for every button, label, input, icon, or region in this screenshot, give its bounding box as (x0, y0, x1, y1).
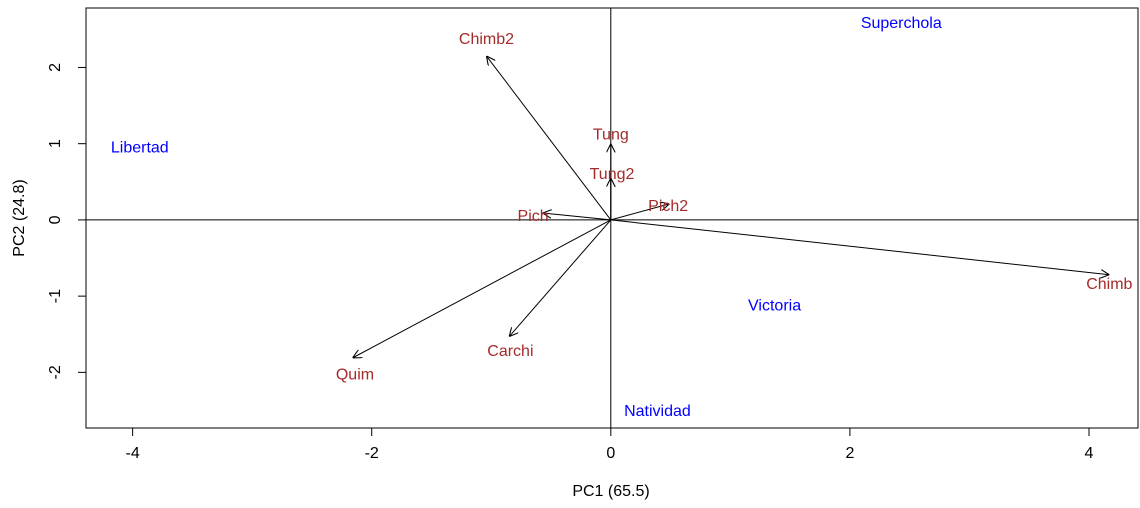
variable-label: Pich2 (648, 198, 688, 215)
variable-label: Tung2 (590, 166, 635, 183)
y-axis-label: PC2 (24.8) (11, 179, 28, 256)
y-tick-label: -2 (47, 365, 64, 379)
variable-label: Carchi (487, 343, 533, 360)
loading-arrow (509, 219, 612, 337)
variable-label: Chimb2 (459, 31, 514, 48)
y-tick-label: 0 (47, 215, 64, 224)
variable-label: Quim (336, 367, 374, 384)
variable-label: Pich (518, 208, 549, 225)
variable-label: Chimb (1086, 276, 1132, 293)
observation-label: Natividad (624, 403, 691, 420)
loading-arrow (610, 219, 1110, 275)
variable-label: Tung (593, 127, 629, 144)
observation-label: Libertad (111, 139, 169, 156)
x-tick-label: 4 (1085, 445, 1094, 462)
x-axis-label: PC1 (65.5) (572, 483, 649, 500)
loading-arrow (353, 219, 612, 358)
loading-arrow (486, 56, 612, 221)
x-tick-label: 0 (606, 445, 615, 462)
plot-frame (85, 7, 1139, 429)
observation-label: Victoria (748, 297, 801, 314)
y-tick-label: 2 (47, 63, 64, 72)
loading-arrow (543, 213, 611, 221)
x-tick-label: -4 (126, 445, 140, 462)
x-tick-label: 2 (845, 445, 854, 462)
x-tick-label: -2 (365, 445, 379, 462)
loading-arrow (610, 204, 670, 221)
y-tick-label: 1 (47, 139, 64, 148)
observation-label: Superchola (861, 15, 942, 32)
y-tick-label: -1 (47, 289, 64, 303)
